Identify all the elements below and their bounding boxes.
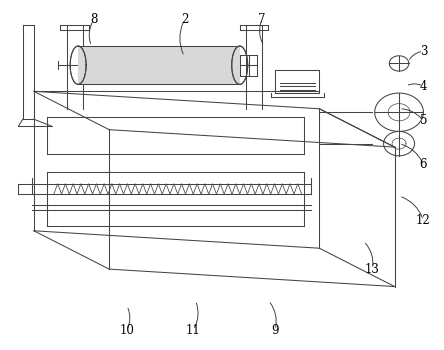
Text: 6: 6 bbox=[420, 158, 427, 171]
Text: 5: 5 bbox=[420, 114, 427, 127]
Text: 2: 2 bbox=[181, 13, 188, 26]
Text: 8: 8 bbox=[90, 13, 97, 26]
Text: 4: 4 bbox=[420, 79, 427, 93]
Text: 10: 10 bbox=[119, 324, 134, 337]
Text: 9: 9 bbox=[271, 324, 279, 337]
Text: 13: 13 bbox=[365, 262, 380, 276]
Text: 7: 7 bbox=[258, 13, 266, 26]
Text: 11: 11 bbox=[186, 324, 201, 337]
Text: 12: 12 bbox=[416, 214, 431, 227]
Text: 3: 3 bbox=[420, 45, 427, 58]
Polygon shape bbox=[78, 46, 240, 84]
